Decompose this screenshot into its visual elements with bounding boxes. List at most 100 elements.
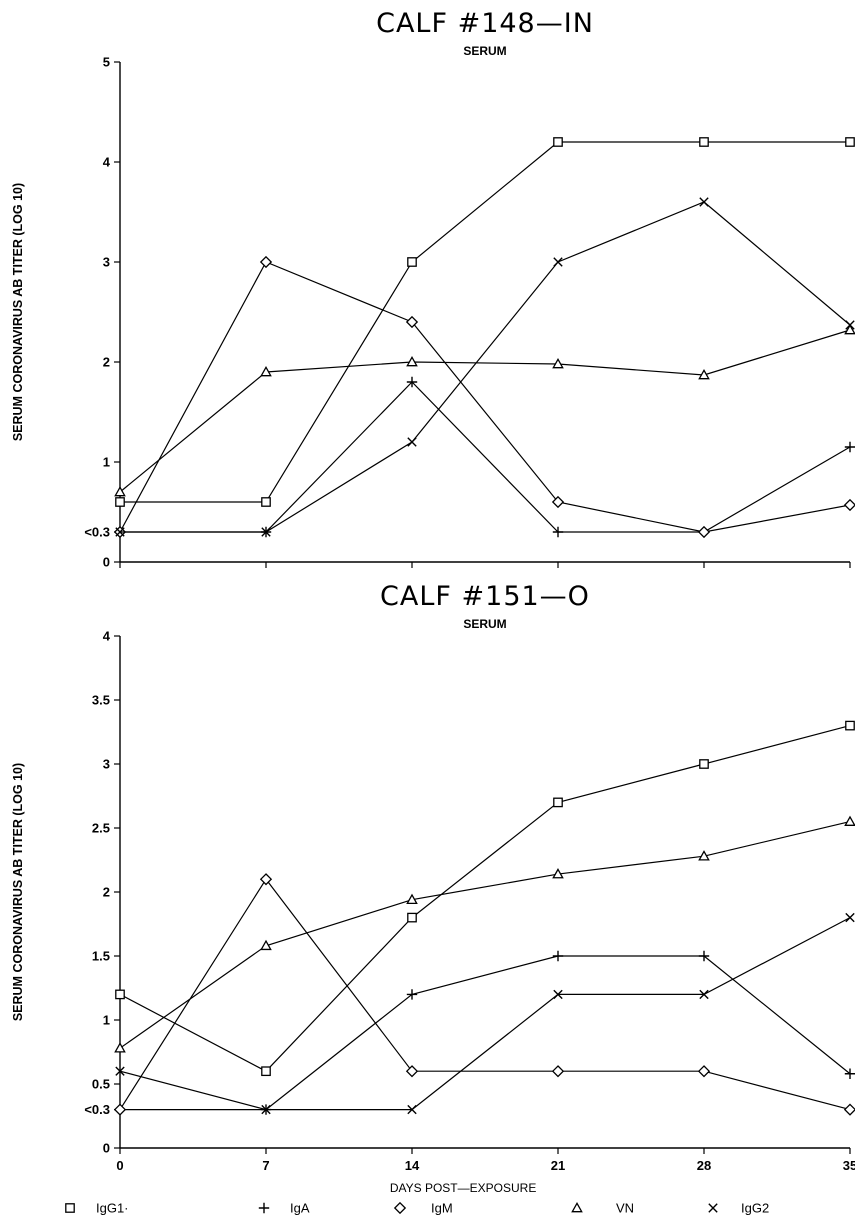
data-point — [843, 1103, 855, 1116]
data-point — [844, 1068, 855, 1079]
series-igm — [113, 255, 855, 539]
data-point — [407, 1104, 417, 1115]
series-line — [120, 381, 851, 533]
x-tick-label: 14 — [405, 1158, 420, 1173]
chart-title: CALF #151—O — [380, 581, 590, 612]
data-point — [260, 939, 272, 951]
series-line — [120, 955, 851, 1111]
data-point — [261, 497, 271, 507]
y-tick-label: 4 — [103, 155, 111, 170]
y-tick-label: <0.3 — [84, 525, 110, 540]
legend-label: IgM — [431, 1201, 453, 1216]
data-point — [406, 893, 418, 905]
y-tick-label: 5 — [103, 55, 110, 70]
series-iga — [114, 950, 855, 1115]
legend-item: VN — [571, 1201, 634, 1216]
series-line — [120, 201, 851, 533]
data-point — [844, 441, 855, 453]
x-tick-label: 21 — [551, 1158, 565, 1173]
data-point — [259, 873, 273, 886]
legend-item: IgG2 — [708, 1201, 769, 1216]
series-line — [119, 878, 851, 1111]
series-line — [119, 917, 851, 1111]
data-point — [551, 495, 565, 509]
data-point — [553, 989, 563, 1000]
data-point — [552, 526, 564, 538]
data-point — [113, 1103, 127, 1116]
data-point — [407, 912, 417, 923]
legend-marker-x — [708, 1203, 718, 1213]
data-point — [845, 137, 855, 147]
data-point — [552, 950, 564, 962]
data-point — [552, 357, 564, 369]
chart-subtitle: SERUM — [463, 617, 506, 631]
data-point — [261, 1066, 271, 1077]
y-tick-label: 2 — [103, 885, 110, 900]
series-line — [119, 821, 851, 1049]
x-tick-label: 7 — [262, 1158, 269, 1173]
data-point — [406, 989, 418, 1000]
legend-item: IgG1· — [65, 1201, 129, 1216]
legend-item: IgA — [258, 1201, 310, 1216]
y-tick-label: 1.5 — [92, 949, 110, 964]
data-point — [115, 497, 125, 507]
x-tick-label: 35 — [843, 1158, 855, 1173]
series-line — [119, 261, 851, 533]
data-point — [553, 137, 563, 147]
series-igg1 — [115, 720, 855, 1077]
data-point — [699, 759, 709, 769]
legend-label: VN — [616, 1201, 634, 1216]
legend-label: IgA — [290, 1201, 310, 1216]
data-point — [407, 257, 417, 267]
y-tick-label: 2 — [103, 355, 110, 370]
data-point — [261, 527, 271, 537]
series-line — [119, 725, 851, 1072]
legend-marker-diamond — [393, 1201, 407, 1215]
data-point — [261, 1104, 271, 1115]
series-line — [119, 329, 851, 493]
series-igm — [113, 873, 855, 1116]
y-tick-label: 2.5 — [92, 821, 110, 836]
data-point — [843, 498, 855, 512]
series-igg1 — [115, 137, 855, 507]
data-point — [405, 1065, 419, 1078]
series-igg2 — [115, 912, 855, 1115]
x-tick-label: 28 — [697, 1158, 711, 1173]
data-point — [697, 1065, 711, 1078]
data-point — [844, 815, 855, 826]
y-axis-label: SERUM CORONAVIRUS AB TITER (LOG 10) — [11, 763, 25, 1021]
data-point — [115, 989, 125, 1000]
data-point — [115, 1066, 125, 1076]
legend-marker-square — [65, 1203, 75, 1213]
x-axis-label: DAYS POST—EXPOSURE — [390, 1181, 536, 1195]
data-point — [407, 437, 417, 447]
y-tick-label: 3.5 — [92, 693, 110, 708]
chart-subtitle: SERUM — [463, 44, 506, 58]
y-tick-label: 1 — [103, 1013, 110, 1028]
x-tick-label: 0 — [116, 1158, 123, 1173]
y-tick-label: 3 — [103, 255, 110, 270]
data-point — [845, 320, 855, 330]
data-point — [698, 368, 710, 380]
data-point — [405, 315, 419, 329]
series-igg2 — [115, 197, 855, 537]
y-tick-label: 0 — [103, 1141, 110, 1156]
legend-marker-triangle — [571, 1201, 583, 1213]
y-tick-label: 4 — [103, 629, 111, 644]
series-iga — [114, 376, 855, 538]
data-point — [552, 868, 564, 879]
data-point — [114, 1042, 126, 1053]
y-tick-label: 0 — [103, 555, 110, 570]
data-point — [406, 355, 418, 367]
legend-label: IgG1· — [96, 1201, 129, 1216]
chart-1: CALF #148—IN SERUM 0 <0.3 1 2 3 4 5 SERUM CORONAV… — [11, 8, 855, 570]
data-point — [260, 365, 272, 377]
y-tick-label: 1 — [103, 455, 110, 470]
data-point — [551, 1065, 565, 1078]
y-tick-label: 0.5 — [92, 1077, 110, 1092]
data-point — [406, 376, 418, 388]
legend-item: IgM — [393, 1201, 453, 1216]
data-point — [553, 797, 563, 808]
data-point — [115, 527, 125, 537]
